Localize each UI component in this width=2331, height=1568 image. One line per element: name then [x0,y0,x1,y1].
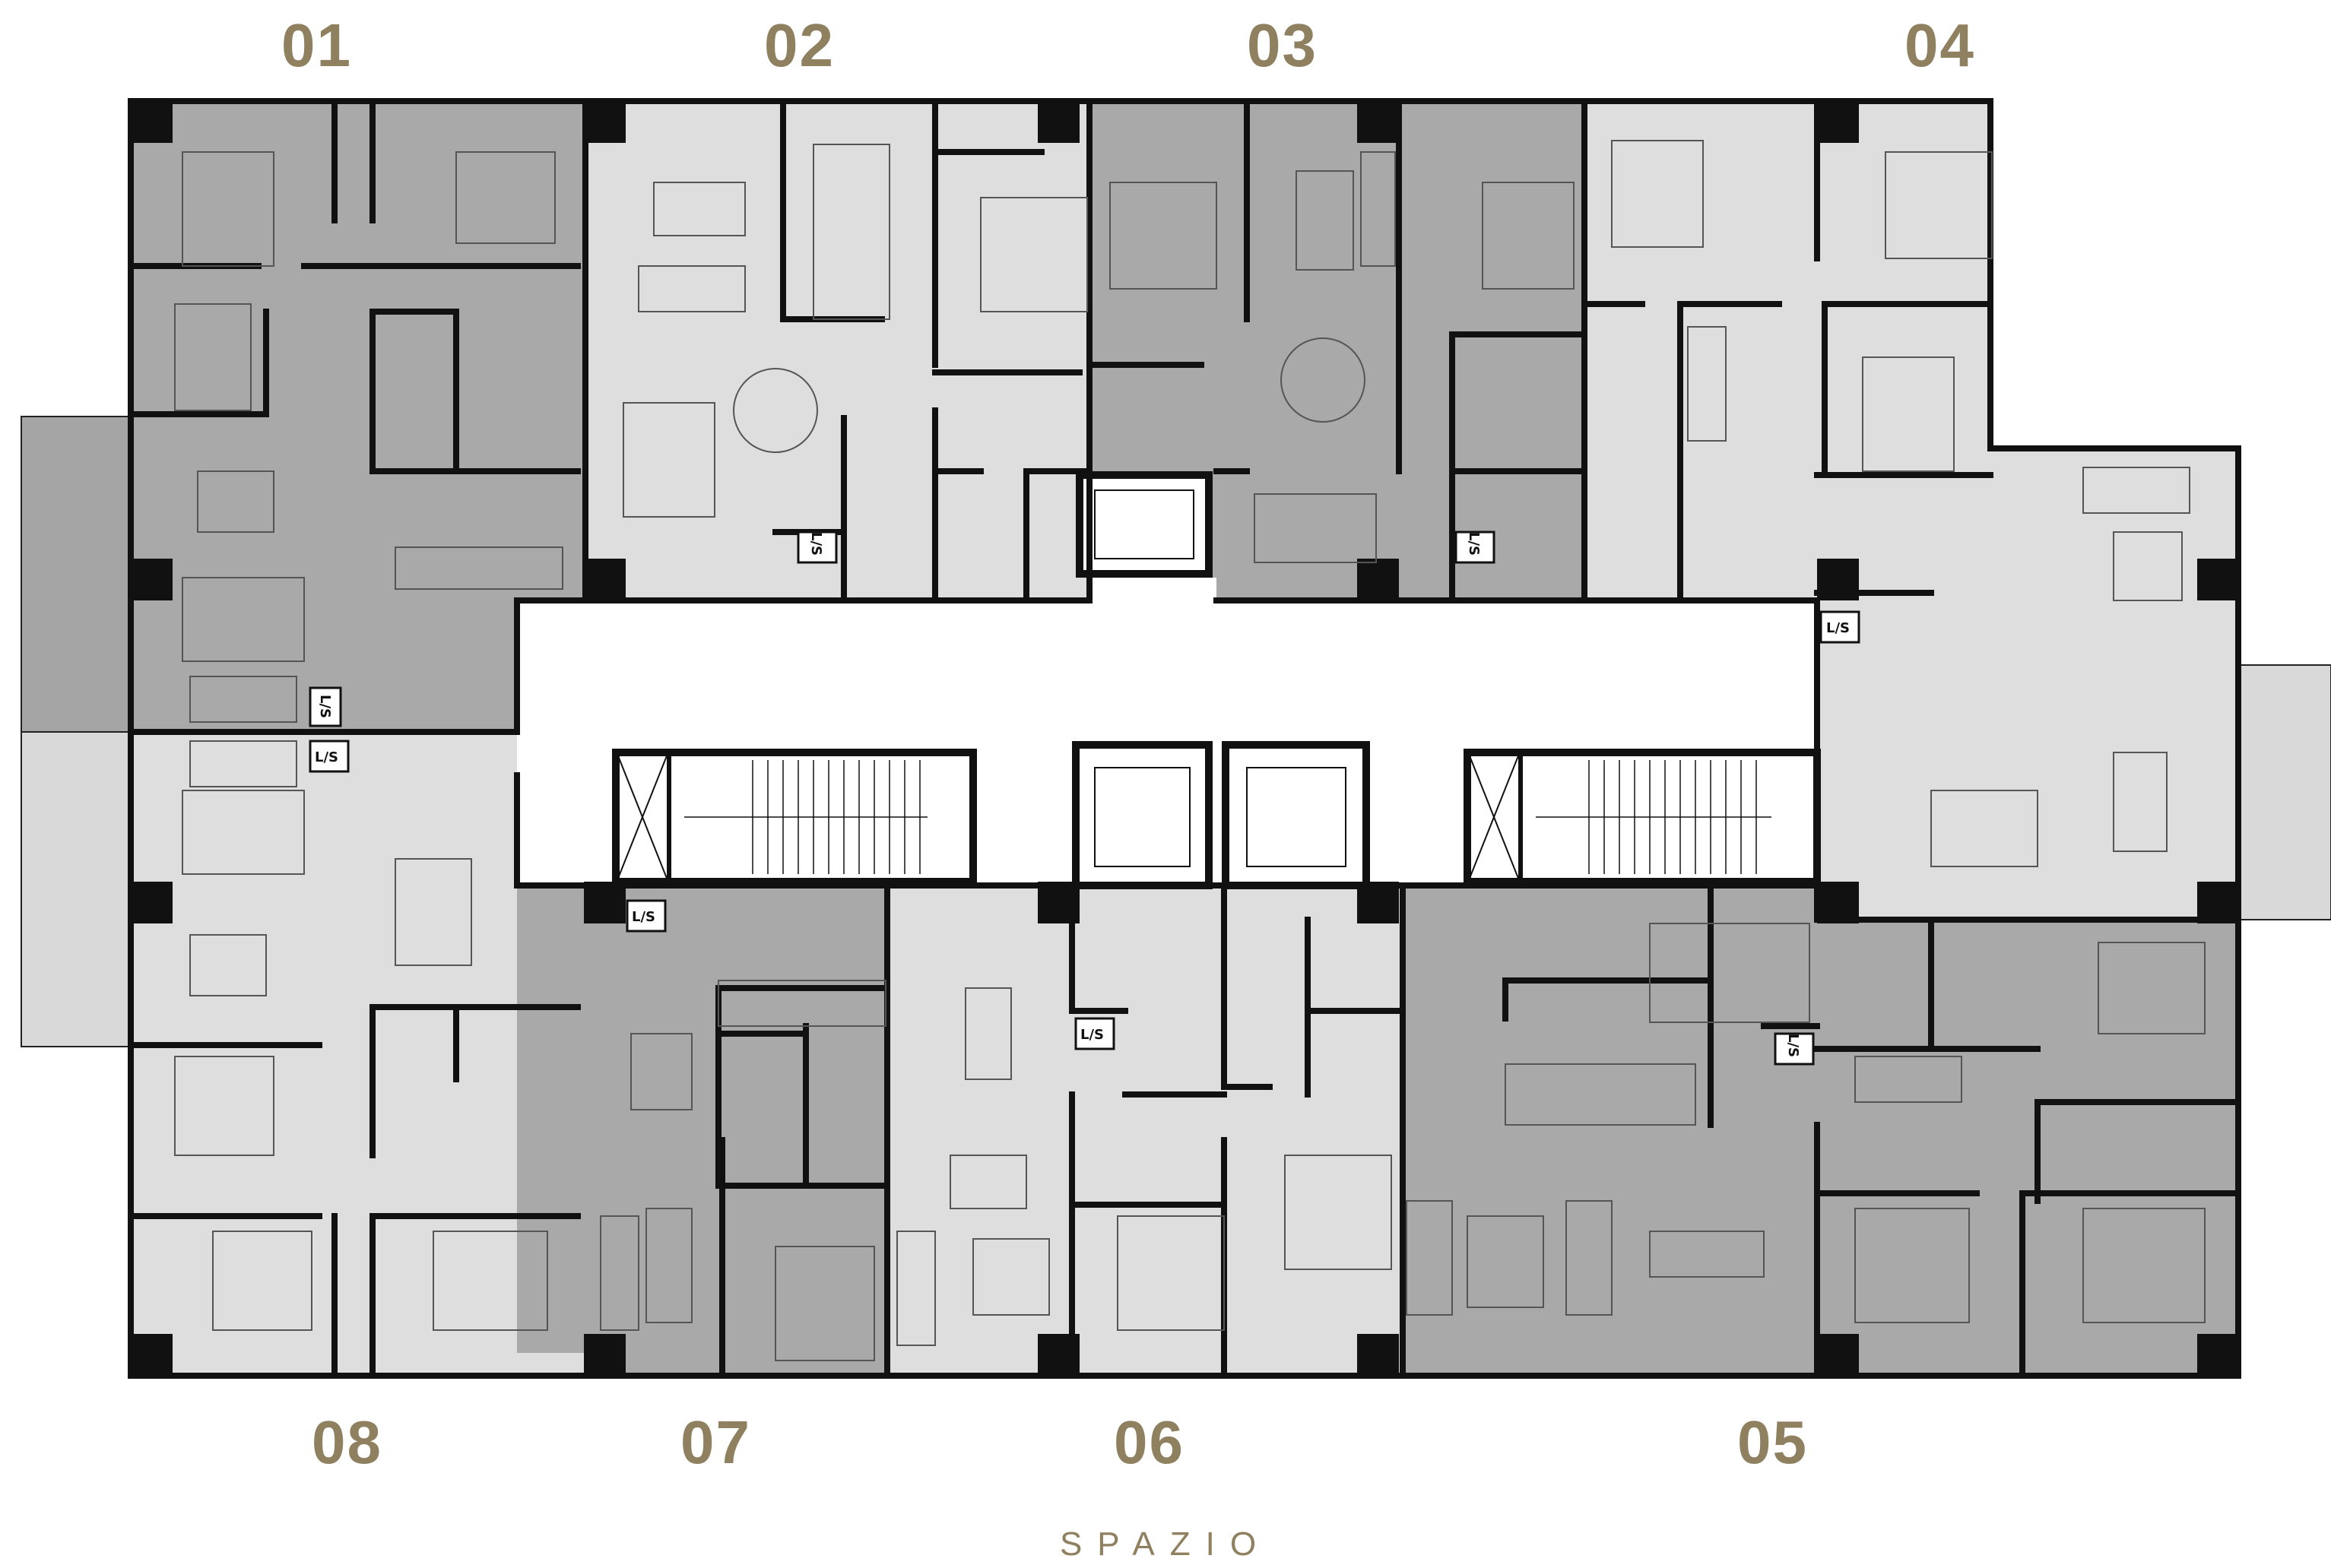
stair-west-treads [684,760,928,874]
brand-wordmark: SPAZIO [1059,1525,1272,1563]
terrace-west-lower [21,731,135,1047]
stair-east-treads [1536,760,1771,874]
svg-text:L/S: L/S [1080,1027,1104,1043]
unit-08-label: 08 [312,1408,382,1476]
lift-3 [1076,471,1213,578]
unit-06-label: 06 [1114,1408,1185,1476]
terrace-east [2237,664,2331,920]
unit-03-label: 03 [1247,11,1318,79]
lift-1 [1072,741,1213,889]
svg-text:L/S: L/S [1785,1034,1801,1057]
unit-07-area [517,885,886,1376]
unit-04-label: 04 [1904,11,1975,79]
svg-text:L/S: L/S [632,909,655,925]
unit-05-area [1403,885,2238,1376]
core [612,471,1821,889]
furniture [174,140,2206,1361]
svg-text:L/S: L/S [808,532,824,556]
unit-01-label: 01 [281,11,352,79]
svg-text:L/S: L/S [1826,620,1850,636]
unit-05-label: 05 [1737,1408,1808,1476]
unit-02-label: 02 [764,11,835,79]
unit-06-area [887,885,1400,1376]
columns [131,101,2239,1376]
unit-01-area [131,101,584,732]
terrace-west-upper [21,416,135,733]
laundry-cupboards: L/S L/S L/S L/S L/S L/S L/S L/S [309,531,1860,1066]
unit-07-label: 07 [680,1408,751,1476]
unit-02-area [585,101,1087,601]
svg-text:L/S: L/S [1466,532,1482,556]
svg-text:L/S: L/S [317,695,333,718]
svg-text:L/S: L/S [315,749,338,765]
